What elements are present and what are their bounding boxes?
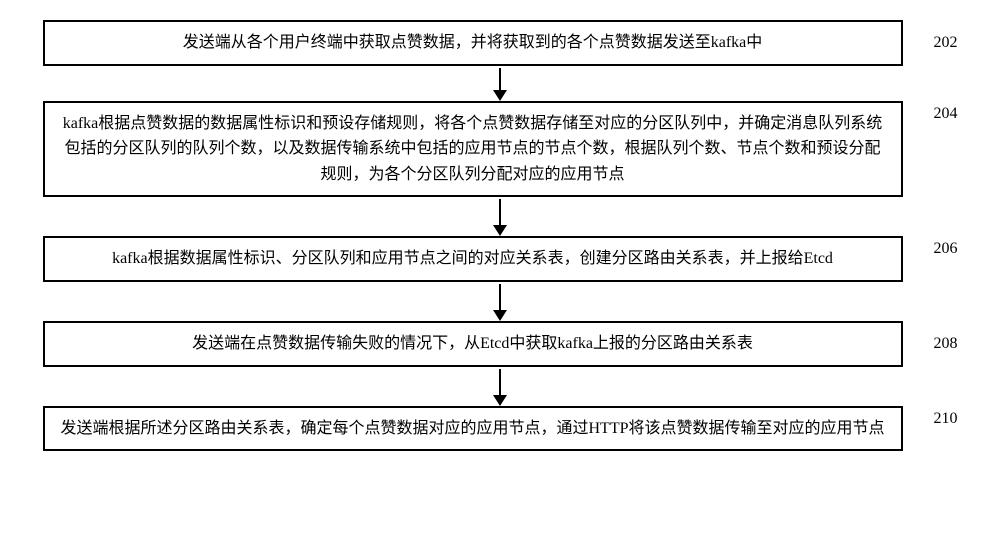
step-box-210: 发送端根据所述分区路由关系表，确定每个点赞数据对应的应用节点，通过HTTP将该点… <box>43 406 903 452</box>
step-row: kafka根据点赞数据的数据属性标识和预设存储规则，将各个点赞数据存储至对应的分… <box>30 101 970 198</box>
step-box-202: 发送端从各个用户终端中获取点赞数据，并将获取到的各个点赞数据发送至kafka中 <box>43 20 903 66</box>
arrow-icon <box>493 369 507 406</box>
step-label-206: 206 <box>903 236 958 258</box>
step-row: 发送端根据所述分区路由关系表，确定每个点赞数据对应的应用节点，通过HTTP将该点… <box>30 406 970 452</box>
arrow-icon <box>493 199 507 236</box>
step-box-206: kafka根据数据属性标识、分区队列和应用节点之间的对应关系表，创建分区路由关系… <box>43 236 903 282</box>
arrow-icon <box>493 284 507 321</box>
step-row: kafka根据数据属性标识、分区队列和应用节点之间的对应关系表，创建分区路由关系… <box>30 236 970 282</box>
step-label-204: 204 <box>903 101 958 123</box>
flowchart: 发送端从各个用户终端中获取点赞数据，并将获取到的各个点赞数据发送至kafka中 … <box>30 20 970 451</box>
step-box-208: 发送端在点赞数据传输失败的情况下，从Etcd中获取kafka上报的分区路由关系表 <box>43 321 903 367</box>
arrow-icon <box>493 68 507 101</box>
step-label-208: 208 <box>903 335 958 353</box>
step-label-210: 210 <box>903 406 958 428</box>
step-row: 发送端在点赞数据传输失败的情况下，从Etcd中获取kafka上报的分区路由关系表… <box>30 321 970 367</box>
step-label-202: 202 <box>903 34 958 52</box>
step-row: 发送端从各个用户终端中获取点赞数据，并将获取到的各个点赞数据发送至kafka中 … <box>30 20 970 66</box>
step-box-204: kafka根据点赞数据的数据属性标识和预设存储规则，将各个点赞数据存储至对应的分… <box>43 101 903 198</box>
